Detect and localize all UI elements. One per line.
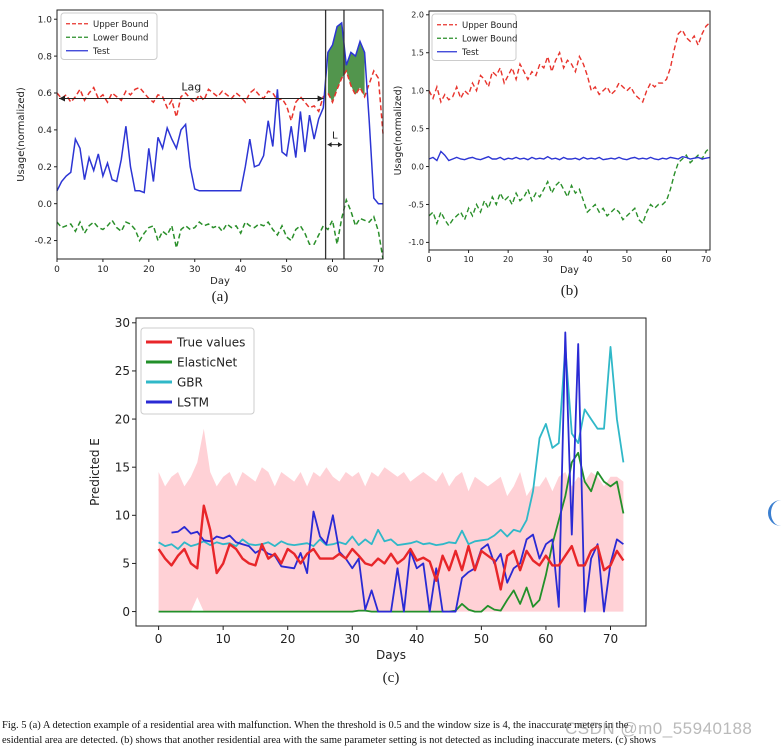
x-tick-label: 0 bbox=[426, 255, 431, 264]
x-tick-label: 40 bbox=[409, 632, 424, 646]
series-line-upper-bound bbox=[56, 69, 384, 134]
x-tick-label: 10 bbox=[463, 255, 473, 264]
y-tick-label: 30 bbox=[115, 316, 130, 330]
window-arrow-head-left bbox=[327, 142, 332, 148]
x-tick-label: 10 bbox=[97, 265, 109, 275]
x-tick-label: 30 bbox=[189, 265, 201, 275]
panel-label: (b) bbox=[561, 283, 579, 299]
window-label: L bbox=[332, 131, 338, 142]
panel-label: (a) bbox=[212, 289, 229, 305]
chart-panel-c: 0 10 20 30 40 50 60 70 0 5 10 15 20 25 30 Days Predicted… bbox=[88, 316, 647, 686]
y-tick-label: -0.5 bbox=[408, 200, 424, 209]
legend-box bbox=[140, 327, 255, 415]
x-tick-label: 30 bbox=[345, 632, 360, 646]
x-tick-label: 60 bbox=[538, 632, 553, 646]
series-line-test bbox=[428, 150, 711, 162]
series-line-gbr bbox=[158, 346, 625, 550]
caption-line-1: Fig. 5 (a) A detection example of a resi… bbox=[2, 720, 629, 731]
x-axis-label: Day bbox=[210, 276, 230, 287]
series-line-lower-bound bbox=[56, 197, 384, 260]
confidence-band bbox=[158, 428, 624, 612]
anomaly-shaded-region bbox=[327, 22, 365, 103]
x-tick-label: 30 bbox=[543, 255, 553, 264]
csdn-watermark: CSDN @m0_55940188 bbox=[565, 719, 753, 738]
x-tick-label: 70 bbox=[373, 265, 385, 275]
series-line-true-values bbox=[157, 504, 625, 591]
x-tick-label: 20 bbox=[143, 265, 155, 275]
y-tick-label: 0.2 bbox=[38, 163, 52, 173]
y-tick-label: 1.0 bbox=[411, 86, 424, 95]
x-tick-label: 50 bbox=[281, 265, 293, 275]
x-tick-label: 0 bbox=[54, 265, 60, 275]
y-tick-label: 5 bbox=[122, 557, 130, 571]
x-tick-label: 50 bbox=[622, 255, 632, 264]
legend-entry: GBR bbox=[177, 375, 203, 389]
legend-box bbox=[431, 13, 517, 61]
x-tick-label: 20 bbox=[503, 255, 513, 264]
y-tick-label: 20 bbox=[115, 412, 130, 426]
y-tick-label: 0 bbox=[122, 605, 130, 619]
y-tick-label: 15 bbox=[115, 460, 130, 474]
x-axis-label: Days bbox=[376, 648, 406, 662]
x-tick-label: 70 bbox=[701, 255, 711, 264]
series-line-lower-bound bbox=[428, 147, 711, 227]
series-line-test bbox=[56, 21, 383, 205]
y-axis-label: Usage(normalized) bbox=[393, 86, 404, 176]
y-tick-label: 1.0 bbox=[38, 15, 53, 25]
window-arrow-head-right bbox=[337, 142, 342, 148]
y-tick-label: 1.5 bbox=[411, 49, 424, 58]
lag-arrow-head-left bbox=[59, 95, 65, 102]
caption-line-2: esidential area are detected. (b) shows … bbox=[2, 735, 656, 746]
y-tick-label: -0.2 bbox=[34, 237, 52, 247]
axes-frame bbox=[428, 10, 711, 251]
axes-frame bbox=[56, 9, 384, 260]
y-tick-label: 2.0 bbox=[411, 11, 424, 20]
y-axis-label: Predicted E bbox=[88, 438, 102, 506]
x-axis-label: Day bbox=[560, 265, 579, 276]
y-tick-label: 0.8 bbox=[38, 52, 53, 62]
lag-label: Lag bbox=[181, 81, 201, 94]
x-tick-label: 0 bbox=[155, 632, 163, 646]
axes-frame bbox=[135, 317, 647, 627]
series-line-upper-bound bbox=[428, 21, 711, 104]
legend-entry: Upper Bound bbox=[93, 20, 149, 30]
x-tick-label: 70 bbox=[603, 632, 618, 646]
y-tick-label: 0.0 bbox=[411, 162, 424, 171]
legend-entry: LSTM bbox=[177, 395, 209, 409]
legend-entry: Lower Bound bbox=[462, 34, 517, 44]
legend-entry: Lower Bound bbox=[93, 33, 148, 43]
legend-box bbox=[60, 12, 158, 60]
y-tick-label: 25 bbox=[115, 364, 130, 378]
y-axis-label: Usage(normalized) bbox=[16, 87, 27, 182]
legend-entry: True values bbox=[176, 335, 245, 349]
legend-entry: Test bbox=[461, 48, 479, 58]
x-tick-label: 40 bbox=[582, 255, 592, 264]
x-tick-label: 60 bbox=[661, 255, 671, 264]
edge-decoration bbox=[768, 500, 784, 526]
x-tick-label: 50 bbox=[474, 632, 489, 646]
figure-caption: Fig. 5 (a) A detection example of a resi… bbox=[2, 718, 784, 748]
y-tick-label: -1.0 bbox=[408, 238, 424, 247]
chart-panel-a: Lag L 0 10 20 30 40 50 60 70 -0.2 0.0 0.2 0.4 0.6 0.8 1.… bbox=[16, 9, 385, 305]
y-tick-label: 0.4 bbox=[38, 126, 53, 136]
y-tick-label: 0.5 bbox=[411, 124, 424, 133]
series-line-lstm bbox=[171, 331, 624, 613]
legend-entry: Upper Bound bbox=[462, 21, 518, 31]
y-tick-label: 0.0 bbox=[38, 200, 53, 210]
x-tick-label: 20 bbox=[280, 632, 295, 646]
y-tick-label: 0.6 bbox=[38, 89, 53, 99]
x-tick-label: 60 bbox=[327, 265, 339, 275]
y-tick-label: 10 bbox=[115, 509, 130, 523]
x-tick-label: 40 bbox=[235, 265, 247, 275]
legend-entry: Test bbox=[92, 47, 110, 57]
lag-arrow-head-right bbox=[317, 95, 324, 102]
legend-entry: ElasticNet bbox=[177, 355, 238, 369]
x-tick-label: 10 bbox=[216, 632, 231, 646]
chart-panel-b: 0 10 20 30 40 50 60 70 -1.0 -0.5 0.0 0.5 1.0 1.5 2.0 Da… bbox=[393, 10, 711, 299]
panel-label: (c) bbox=[383, 670, 400, 686]
